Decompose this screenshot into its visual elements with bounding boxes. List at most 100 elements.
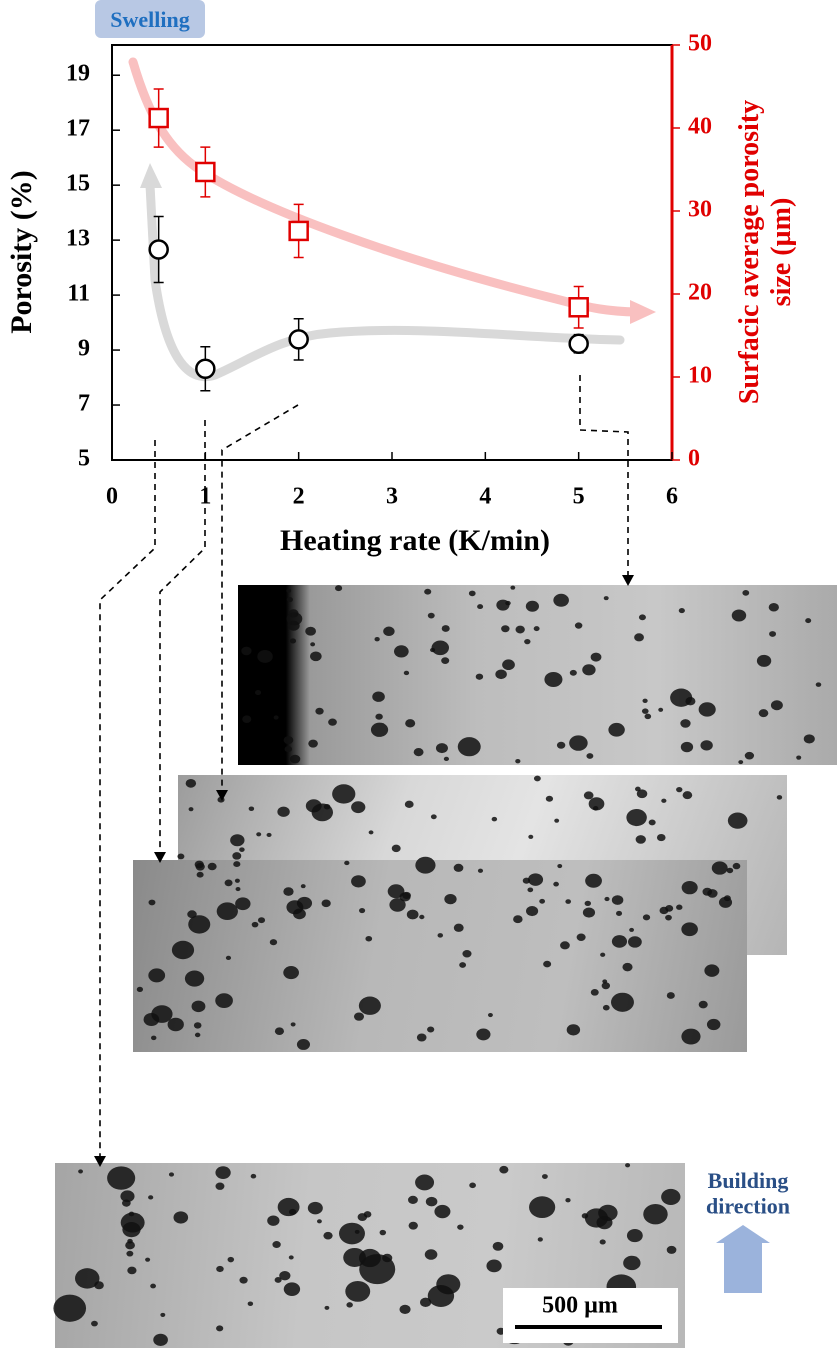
pore [815,682,822,687]
pore [274,1027,285,1036]
connector [159,420,206,853]
porosity-trend [145,180,625,382]
pore [269,939,278,946]
x-tick-label: 5 [573,484,585,510]
pore [277,806,290,817]
pore [678,608,685,614]
pore [698,702,716,717]
pore [603,596,609,601]
pore [75,1268,100,1289]
pore [583,791,594,800]
pore [803,734,815,744]
pore [756,654,772,667]
pore [370,722,389,737]
pore [310,642,316,647]
pore [150,1283,156,1289]
pore [700,740,713,751]
pore [524,638,531,645]
pore [768,602,779,612]
pore [642,698,648,703]
pore [626,1228,643,1243]
pore [316,1219,322,1224]
pore [91,1320,98,1327]
pore [590,989,599,996]
pore [487,1012,493,1018]
pore [643,1203,668,1225]
pore [588,797,605,811]
pore [680,719,691,728]
pore [277,1197,300,1217]
y2-tick-label: 10 [688,363,712,389]
pore [351,801,366,814]
marker [288,329,309,350]
pore [758,709,769,718]
pore [528,834,534,839]
pore [289,638,297,644]
pore [315,707,324,715]
pore [233,861,241,868]
connector [99,440,156,1160]
pore [681,1028,701,1045]
x-tick-label: 2 [293,484,305,510]
pore [681,880,698,895]
pore [399,1304,411,1314]
pore [661,798,667,803]
pore [283,1282,301,1296]
pore [305,799,322,813]
pore [545,795,554,802]
pore [346,1302,353,1308]
pore [541,1174,548,1179]
pore [569,735,588,751]
scale-label: 500 µm [542,1293,618,1319]
pore [574,622,583,629]
pore [622,962,633,972]
pore [127,1266,137,1275]
pore [353,1012,365,1021]
pore [732,862,741,870]
pore [419,914,425,920]
size-trend [128,57,645,317]
pore [286,588,292,593]
pore [459,962,467,968]
pore [698,1000,708,1009]
pore [661,1188,681,1206]
pore [284,745,293,753]
pore [207,862,217,871]
pore [510,585,516,590]
pore [173,1211,189,1224]
pore [599,1239,606,1245]
pore [151,1035,157,1041]
pore [195,862,205,871]
pore [629,927,635,932]
pore [136,986,144,992]
pore [502,659,515,671]
pore [468,590,476,597]
pore [308,739,318,748]
pore [230,834,245,847]
pore [565,899,572,904]
x-tick-label: 3 [386,484,398,510]
pore [544,671,563,688]
pore [711,861,728,875]
pore [644,713,652,720]
pore [305,626,316,636]
pore [453,863,464,872]
pore [235,887,241,892]
pore [611,895,624,905]
pore [526,905,539,917]
porosity-trend-arrow [140,163,162,188]
pore [335,585,343,592]
pore [600,952,606,957]
size-trend-arrow [630,300,656,324]
pore [94,1281,104,1290]
pore [310,651,322,662]
pore [324,1305,330,1310]
pore [365,935,373,942]
y2-tick-label: 40 [688,114,712,140]
pore [239,847,245,852]
pore [611,992,634,1012]
pore [648,819,656,826]
pore [344,860,350,866]
pore [248,806,255,812]
pore [323,1231,333,1240]
